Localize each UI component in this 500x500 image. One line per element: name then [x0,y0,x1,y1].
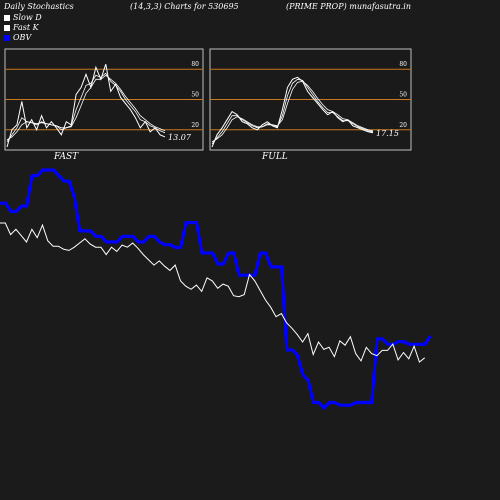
chart-header-right: (PRIME PROP) munafasutra.in [286,2,411,11]
fast-tick-label-20: 20 [191,122,199,129]
legend-item-slow-d: Slow D [4,13,42,22]
full-last-value-label: 17.15 [376,129,399,138]
obv-line [0,168,432,410]
chart-header-center: (14,3,3) Charts for 530695 [130,2,239,11]
fast-panel: 80 50 20 13.07 [4,48,204,151]
obv-swatch [4,34,10,41]
fast-last-value-label: 13.07 [168,133,192,142]
full-line-slow-d-2 [211,80,374,143]
price-obv-panel: 26.65Close [0,0,492,410]
full-tick-label-20: 20 [399,122,407,129]
legend-item-obv: OBV [4,33,31,42]
legend-item-fast-k: Fast K [4,23,39,32]
legend-label-obv: OBV [13,33,32,42]
legend-label-slow-d: Slow D [13,13,42,22]
fast-panel-title: FAST [54,152,79,162]
close-price-line [0,222,426,363]
fast-tick-label-50: 50 [191,92,199,99]
slow-d-swatch [4,14,10,21]
legend-label-fast-k: Fast K [13,23,39,32]
close-last-value-label: 26.65Close [434,0,492,3]
fast-line-slow-d-2 [6,74,166,141]
full-panel-title: FULL [262,152,288,162]
full-tick-label-50: 50 [399,92,407,99]
full-tick-label-80: 80 [399,61,407,68]
fast-tick-label-80: 80 [191,61,199,68]
chart-header-left: Daily Stochastics [4,2,74,11]
fast-k-swatch [4,24,10,31]
